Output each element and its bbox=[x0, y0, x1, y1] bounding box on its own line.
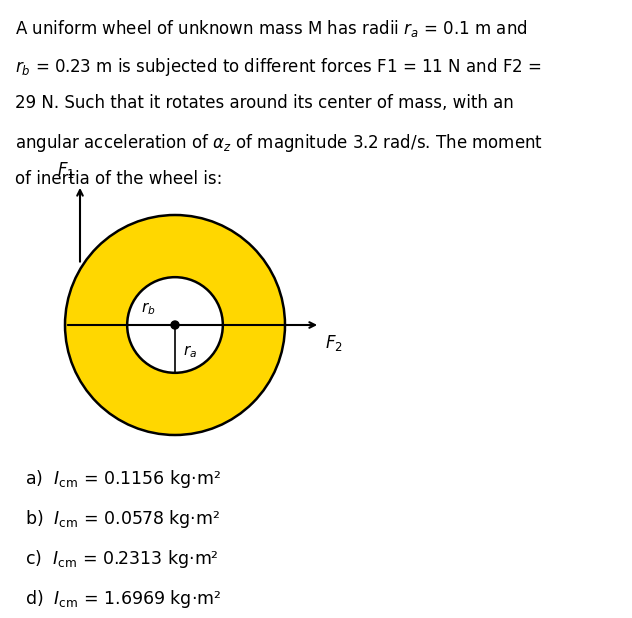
Text: of inertia of the wheel is:: of inertia of the wheel is: bbox=[15, 170, 222, 188]
Text: $F_1$: $F_1$ bbox=[57, 160, 75, 180]
Text: 29 N. Such that it rotates around its center of mass, with an: 29 N. Such that it rotates around its ce… bbox=[15, 94, 514, 112]
Text: $F_2$: $F_2$ bbox=[325, 333, 343, 353]
Text: c)  $I_{\mathrm{cm}}$ = 0.2313 kg·m²: c) $I_{\mathrm{cm}}$ = 0.2313 kg·m² bbox=[25, 548, 219, 570]
Circle shape bbox=[171, 321, 179, 329]
Circle shape bbox=[127, 277, 223, 373]
Text: $r_b$ = 0.23 m is subjected to different forces F1 = 11 N and F2 =: $r_b$ = 0.23 m is subjected to different… bbox=[15, 56, 542, 78]
Text: A uniform wheel of unknown mass M has radii $r_a$ = 0.1 m and: A uniform wheel of unknown mass M has ra… bbox=[15, 18, 528, 39]
Text: $r_b$: $r_b$ bbox=[142, 300, 156, 317]
Text: a)  $I_{\mathrm{cm}}$ = 0.1156 kg·m²: a) $I_{\mathrm{cm}}$ = 0.1156 kg·m² bbox=[25, 468, 221, 490]
Text: angular acceleration of $\alpha_z$ of magnitude 3.2 rad/s. The moment: angular acceleration of $\alpha_z$ of ma… bbox=[15, 132, 543, 154]
Text: d)  $I_{\mathrm{cm}}$ = 1.6969 kg·m²: d) $I_{\mathrm{cm}}$ = 1.6969 kg·m² bbox=[25, 588, 221, 610]
Text: $r_a$: $r_a$ bbox=[183, 343, 197, 360]
Circle shape bbox=[65, 215, 285, 435]
Text: b)  $I_{\mathrm{cm}}$ = 0.0578 kg·m²: b) $I_{\mathrm{cm}}$ = 0.0578 kg·m² bbox=[25, 508, 220, 530]
